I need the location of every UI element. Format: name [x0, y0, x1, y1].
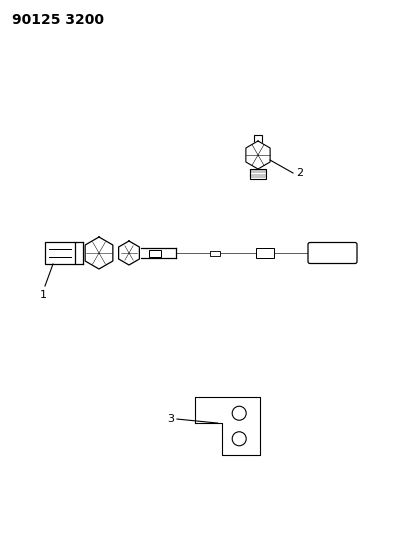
- Circle shape: [232, 432, 246, 446]
- FancyBboxPatch shape: [256, 248, 274, 258]
- Text: 1: 1: [39, 290, 46, 300]
- Polygon shape: [85, 237, 113, 269]
- FancyBboxPatch shape: [308, 243, 357, 263]
- Text: 3: 3: [167, 414, 174, 424]
- Polygon shape: [246, 141, 270, 169]
- FancyBboxPatch shape: [254, 135, 262, 143]
- Text: 2: 2: [296, 168, 303, 178]
- FancyBboxPatch shape: [45, 242, 75, 264]
- FancyBboxPatch shape: [210, 251, 220, 255]
- Polygon shape: [119, 241, 139, 265]
- Polygon shape: [195, 397, 260, 455]
- FancyBboxPatch shape: [149, 249, 161, 256]
- FancyBboxPatch shape: [250, 169, 266, 179]
- Circle shape: [232, 406, 246, 420]
- Text: 90125 3200: 90125 3200: [12, 13, 104, 27]
